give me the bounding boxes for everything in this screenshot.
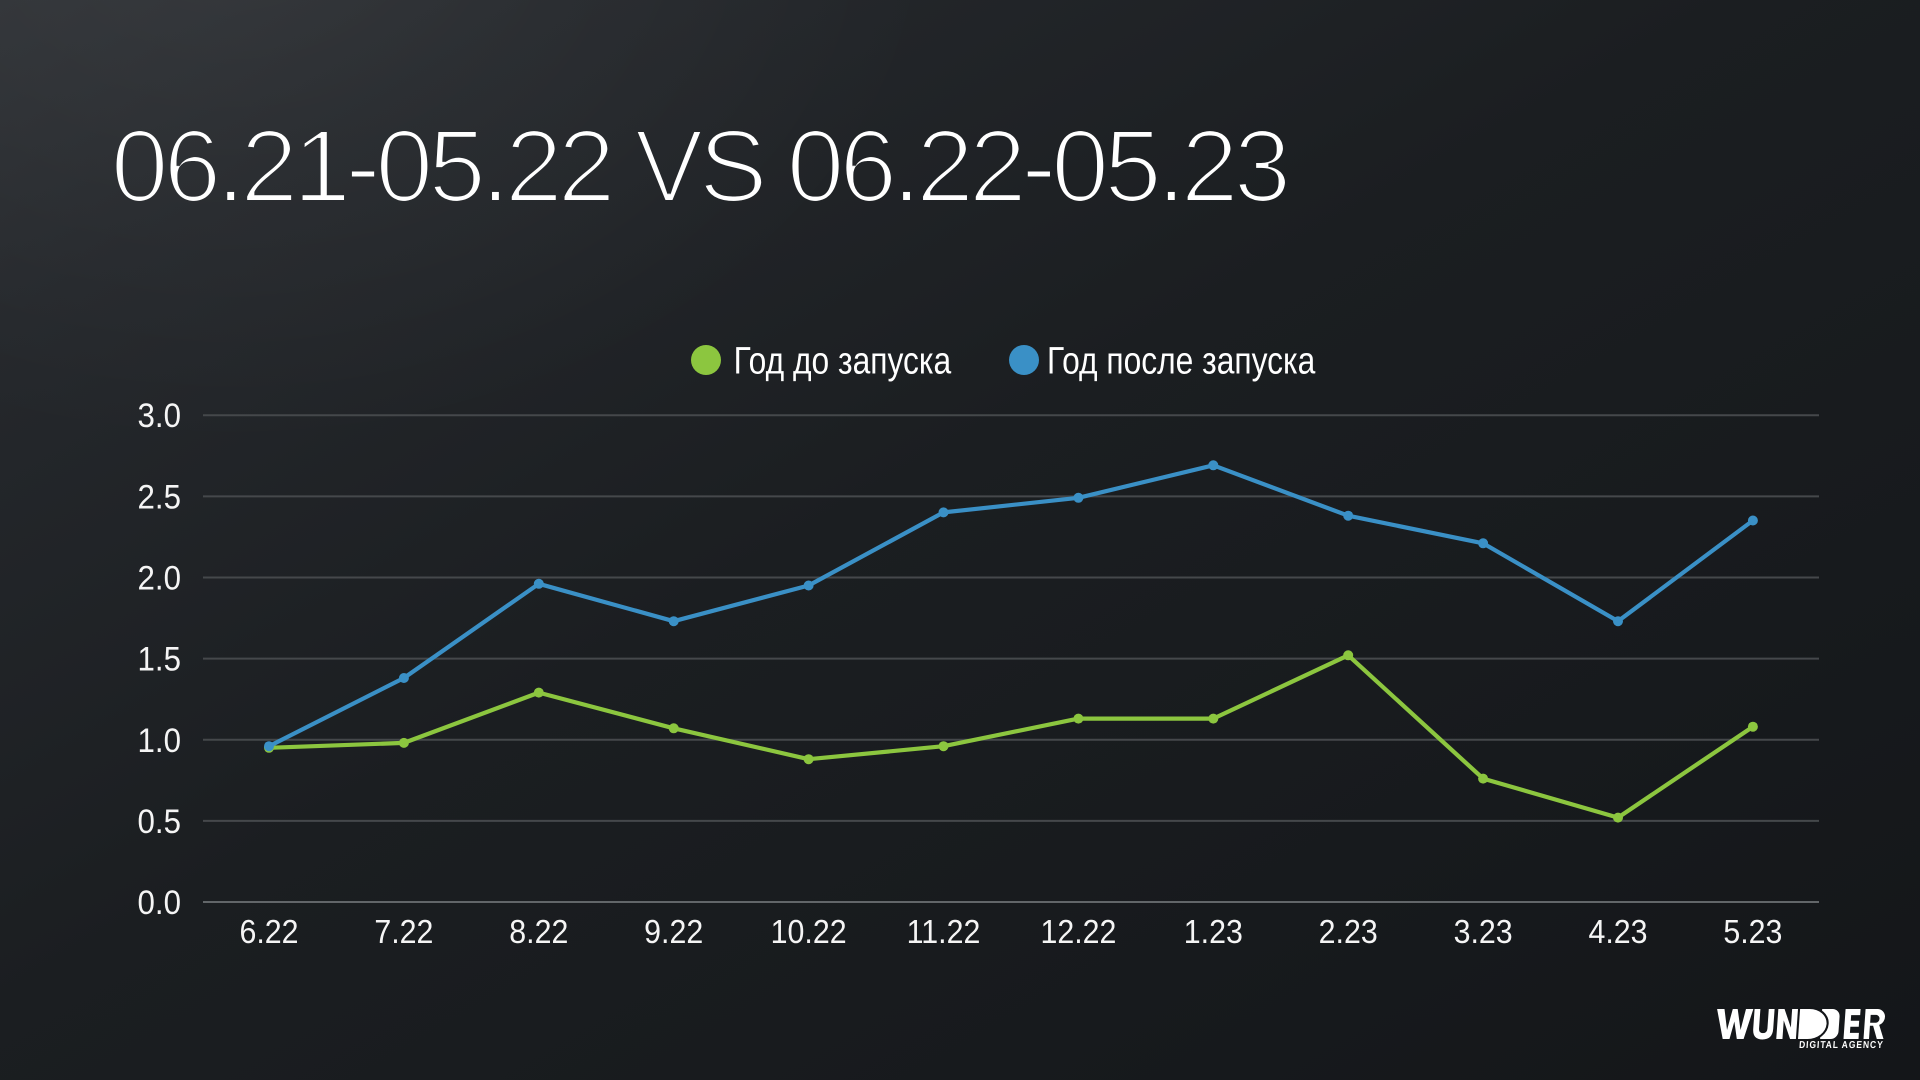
- svg-text:4.23: 4.23: [1588, 913, 1647, 950]
- svg-text:9.22: 9.22: [644, 913, 703, 950]
- svg-text:6.22: 6.22: [239, 913, 298, 950]
- svg-text:0.0: 0.0: [138, 883, 181, 922]
- svg-text:10.22: 10.22: [771, 913, 847, 950]
- svg-text:5.23: 5.23: [1723, 913, 1782, 950]
- svg-text:8.22: 8.22: [509, 913, 568, 950]
- svg-text:12.22: 12.22: [1040, 913, 1116, 950]
- svg-text:1.5: 1.5: [138, 639, 181, 678]
- svg-text:2.23: 2.23: [1319, 913, 1378, 950]
- svg-text:1.23: 1.23: [1184, 913, 1243, 950]
- svg-text:7.22: 7.22: [374, 913, 433, 950]
- svg-text:1.0: 1.0: [138, 721, 181, 760]
- svg-text:06.21-05.22 VS 06.22-05.23: 06.21-05.22 VS 06.22-05.23: [111, 109, 1291, 224]
- svg-text:2.5: 2.5: [138, 477, 181, 516]
- svg-text:DIGITAL AGENCY: DIGITAL AGENCY: [1799, 1039, 1884, 1050]
- svg-text:3.0: 3.0: [138, 396, 181, 435]
- svg-text:Год до запуска: Год до запуска: [734, 340, 952, 382]
- svg-text:0.5: 0.5: [138, 802, 181, 841]
- svg-text:3.23: 3.23: [1454, 913, 1513, 950]
- svg-text:2.0: 2.0: [138, 558, 181, 597]
- svg-text:Год после запуска: Год после запуска: [1047, 340, 1316, 382]
- svg-text:11.22: 11.22: [907, 913, 981, 950]
